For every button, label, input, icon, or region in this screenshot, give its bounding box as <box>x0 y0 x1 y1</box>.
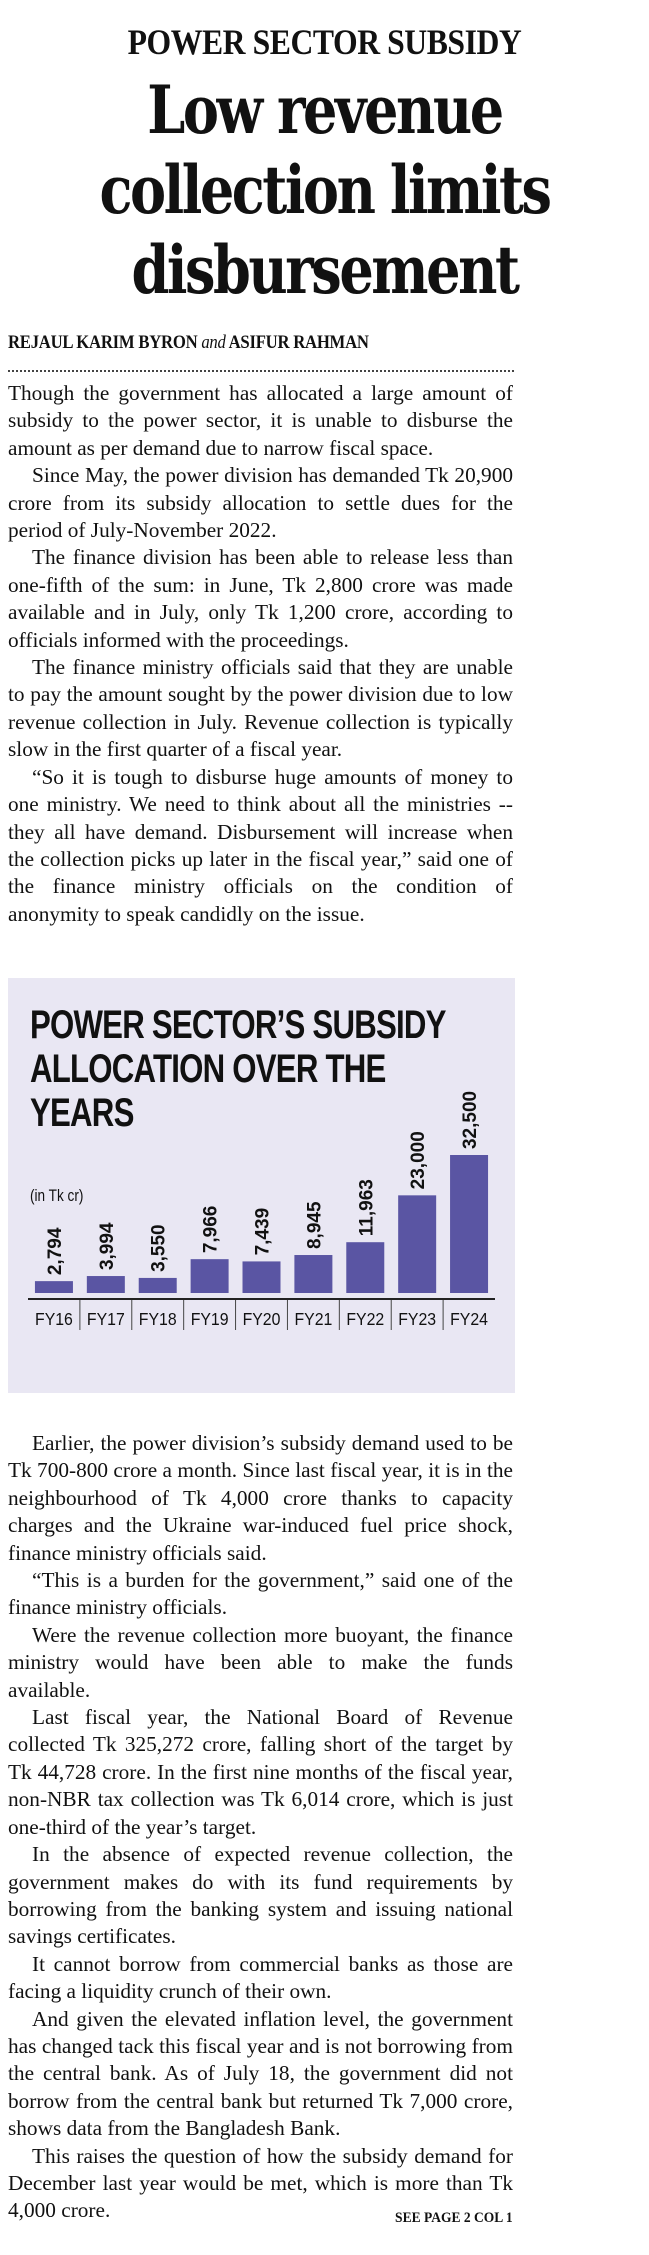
x-tick-label: FY21 <box>294 1309 332 1329</box>
bar-fy22 <box>346 1242 385 1293</box>
continuation-note[interactable]: SEE PAGE 2 COL 1 <box>395 2210 513 2226</box>
article-body-top: Though the government has allocated a la… <box>8 380 513 928</box>
headline-line: disbursement <box>131 231 519 309</box>
chart-title-line: YEARS <box>30 1091 134 1135</box>
x-tick-label: FY23 <box>398 1309 436 1329</box>
bar-fy20 <box>242 1261 281 1293</box>
author-name: ASIFUR RAHMAN <box>228 332 369 353</box>
paragraph: And given the elevated inflation level, … <box>8 2006 513 2141</box>
byline-divider <box>8 370 514 372</box>
paragraph: Last fiscal year, the National Board of … <box>8 1705 513 1839</box>
data-label: 32,500 <box>460 1091 481 1149</box>
data-label: 7,966 <box>201 1206 222 1254</box>
paragraph: It cannot borrow from commercial banks a… <box>8 1951 513 2004</box>
article-kicker: POWER SECTOR SUBSIDY <box>127 22 522 62</box>
byline: REJAUL KARIM BYRON and ASIFUR RAHMAN <box>8 332 369 354</box>
data-label: 7,439 <box>253 1208 274 1256</box>
x-tick-label: FY17 <box>87 1309 125 1329</box>
data-label: 8,945 <box>304 1201 325 1249</box>
data-label: 11,963 <box>356 1179 377 1236</box>
paragraph: In the absence of expected revenue colle… <box>8 1842 513 1949</box>
data-label: 3,994 <box>97 1222 118 1270</box>
paragraph: The finance ministry officials said that… <box>8 655 513 762</box>
x-tick-label: FY19 <box>191 1309 229 1329</box>
paragraph: The finance division has been able to re… <box>8 545 513 652</box>
paragraph: Though the government has allocated a la… <box>8 381 513 460</box>
bar-chart-svg: 2,794 FY16 3,994 FY17 3,550 FY18 7,966 FY19 7,43… <box>28 1091 495 1330</box>
bar-fy16 <box>34 1281 73 1293</box>
chart-title-line: ALLOCATION OVER THE <box>30 1047 386 1091</box>
bar-fy21 <box>294 1255 333 1293</box>
bar-fy18 <box>138 1277 177 1293</box>
bar-fy23 <box>398 1195 437 1293</box>
x-tick-label: FY18 <box>139 1309 177 1329</box>
paragraph: “This is a burden for the government,” s… <box>8 1568 513 1620</box>
subsidy-chart: POWER SECTOR’S SUBSIDY ALLOCATION OVER T… <box>8 978 515 1393</box>
headline-line: Low revenue <box>147 71 504 149</box>
data-label: 23,000 <box>408 1131 429 1189</box>
x-tick-label: FY22 <box>346 1309 384 1329</box>
paragraph: Earlier, the power division’s subsidy de… <box>8 1431 513 1565</box>
paragraph: Since May, the power division has demand… <box>8 463 513 543</box>
x-tick-label: FY16 <box>35 1309 73 1329</box>
paragraph: Were the revenue collection more buoyant… <box>8 1622 513 1702</box>
x-tick-label: FY24 <box>450 1309 488 1329</box>
x-tick-label: FY20 <box>243 1309 281 1329</box>
author-name: REJAUL KARIM BYRON <box>8 332 198 353</box>
bar-fy24 <box>450 1155 489 1293</box>
chart-unit-label: (in Tk cr) <box>30 1186 84 1205</box>
byline-conjunction: and <box>201 332 226 353</box>
chart-title: POWER SECTOR’S SUBSIDY ALLOCATION OVER T… <box>30 1003 446 1135</box>
data-label: 3,550 <box>149 1224 170 1272</box>
headline-line: collection limits <box>99 151 551 229</box>
data-label: 2,794 <box>45 1227 66 1275</box>
paragraph: “So it is tough to disburse huge amounts… <box>8 764 513 926</box>
paragraph: This raises the question of how the subs… <box>8 2143 513 2223</box>
bar-fy19 <box>190 1259 229 1293</box>
article-body-bottom: Earlier, the power division’s subsidy de… <box>8 1430 513 2225</box>
bar-fy17 <box>86 1276 125 1293</box>
chart-title-line: POWER SECTOR’S SUBSIDY <box>30 1003 446 1047</box>
article-headline: Low revenue collection limits disburseme… <box>0 70 649 310</box>
